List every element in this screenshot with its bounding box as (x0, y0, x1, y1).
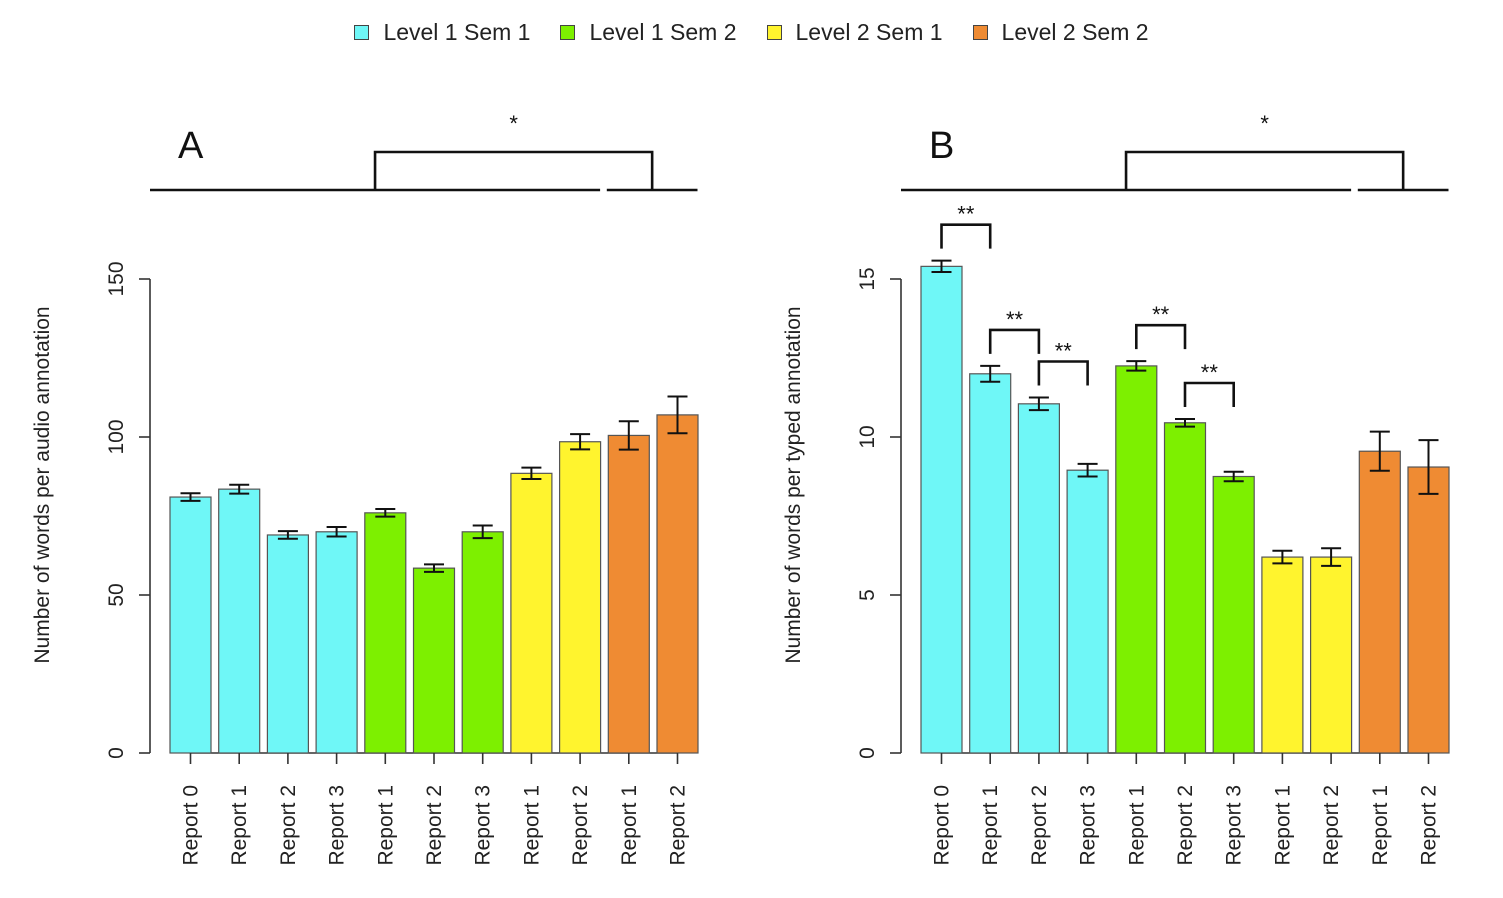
bar (266, 534, 309, 754)
significance-label: * (509, 111, 518, 136)
x-tick-label: Report 0 (931, 785, 954, 866)
chart-panel-b: B 0 5 10 15 Number of words per typed annotat… (782, 111, 1450, 866)
bar (1163, 422, 1207, 754)
x-tick-label: Report 3 (1223, 785, 1246, 866)
bar (1212, 475, 1255, 754)
legend-item: Level 2 Sem 2 (972, 18, 1149, 46)
significance-label: ** (1152, 302, 1170, 327)
significance-bracket (1135, 323, 1187, 350)
bar (364, 512, 407, 754)
significance-label: ** (1055, 339, 1073, 364)
x-tick-label: Report 1 (1125, 785, 1148, 866)
y-tick-label: 50 (105, 583, 128, 606)
chart-legend: Level 1 Sem 1 Level 1 Sem 2 Level 2 Sem 1 L… (0, 14, 1503, 50)
bar (607, 434, 650, 754)
bar (558, 441, 602, 754)
legend-label: Level 1 Sem 1 (383, 18, 531, 45)
x-tick-label: Report 2 (1418, 785, 1441, 866)
bar (1309, 556, 1353, 754)
panel-label: B (929, 125, 954, 167)
y-axis-label: Number of words per typed annotation (782, 306, 805, 663)
x-tick-label: Report 2 (569, 785, 592, 866)
bar (218, 488, 261, 754)
x-tick-label: Report 2 (423, 785, 446, 866)
bar (656, 414, 699, 754)
bar (1261, 556, 1304, 754)
y-tick-label: 100 (105, 419, 128, 454)
bar (315, 531, 358, 754)
significance-label: ** (957, 202, 975, 227)
significance-label: * (1260, 111, 1269, 136)
x-tick-label: Report 2 (1320, 785, 1343, 866)
legend-swatch (766, 24, 782, 40)
legend-swatch (972, 24, 988, 40)
panel-label: A (178, 125, 204, 167)
x-tick-label: Report 2 (1028, 785, 1051, 866)
significance-bracket (940, 223, 992, 249)
x-tick-label: Report 2 (667, 785, 690, 866)
x-tick-label: Report 3 (472, 785, 495, 866)
x-tick-label: Report 1 (979, 785, 1002, 866)
x-tick-label: Report 1 (228, 785, 251, 866)
x-tick-label: Report 0 (180, 785, 203, 866)
bar (969, 373, 1012, 754)
legend-swatch (560, 24, 576, 40)
legend-label: Level 2 Sem 2 (1001, 18, 1149, 45)
y-tick-label: 15 (856, 267, 879, 290)
x-tick-label: Report 1 (1369, 785, 1392, 866)
significance-bracket (988, 328, 1041, 354)
legend-item: Level 1 Sem 1 (354, 19, 530, 46)
x-tick-label: Report 1 (618, 785, 641, 866)
legend-label: Level 1 Sem 2 (589, 18, 737, 45)
bar (510, 472, 553, 754)
significance-bracket (1037, 360, 1089, 386)
legend-item: Level 1 Sem 2 (560, 18, 737, 46)
significance-bracket (1183, 381, 1235, 407)
y-tick-label: 5 (856, 589, 879, 601)
bar (1407, 466, 1450, 754)
y-tick-label: 10 (856, 425, 879, 448)
bar (1358, 450, 1401, 754)
legend-swatch (354, 24, 370, 40)
significance-label: ** (1006, 307, 1024, 332)
significance-bracket (1124, 150, 1405, 190)
x-tick-label: Report 2 (277, 785, 300, 866)
bar (1017, 403, 1060, 754)
bar (1115, 365, 1158, 754)
significance-label: ** (1201, 360, 1219, 385)
x-tick-label: Report 1 (520, 785, 543, 866)
legend-item: Level 2 Sem 1 (766, 18, 943, 46)
y-tick-label: 150 (105, 261, 128, 296)
x-tick-label: Report 1 (1271, 785, 1294, 866)
x-tick-label: Report 3 (1077, 785, 1100, 866)
chart-panel-a: A 0 50 100 150 Number of words per audio anno… (31, 111, 699, 866)
x-tick-label: Report 1 (374, 785, 397, 866)
legend-label: Level 2 Sem 1 (795, 18, 943, 45)
y-tick-label: 0 (856, 747, 879, 759)
bar (412, 567, 456, 754)
bar (461, 531, 504, 754)
bar (920, 265, 963, 754)
bar (169, 496, 212, 754)
bar (1066, 469, 1109, 754)
x-tick-label: Report 2 (1174, 785, 1197, 866)
y-tick-label: 0 (105, 747, 128, 759)
x-tick-label: Report 3 (326, 785, 349, 866)
y-axis-label: Number of words per audio annotation (31, 306, 54, 663)
significance-bracket (373, 150, 654, 190)
